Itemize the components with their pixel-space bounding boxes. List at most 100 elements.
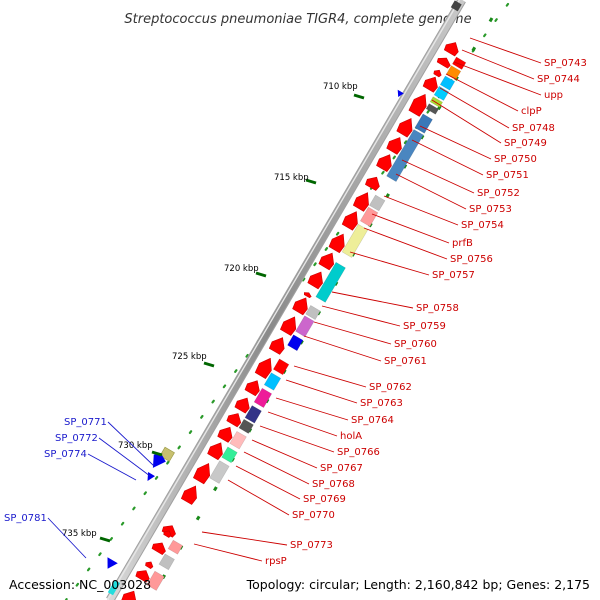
tick-label-710: 710 kbp bbox=[323, 82, 358, 92]
genome-backbone bbox=[106, 0, 466, 600]
forward-gene-arrow bbox=[365, 176, 380, 191]
forward-gene-arrow bbox=[443, 42, 459, 57]
gene-label-right: SP_0760 bbox=[394, 339, 437, 350]
gene-label-right: SP_0769 bbox=[303, 494, 346, 505]
forward-gene-arrow bbox=[433, 69, 442, 78]
gene-label-leader bbox=[453, 61, 542, 96]
gene-label-left: SP_0781 bbox=[4, 513, 47, 524]
gene-label-right: SP_0773 bbox=[290, 540, 333, 551]
genome-summary-text: Topology: circular; Length: 2,160,842 bp… bbox=[246, 577, 590, 592]
feature-gene-block bbox=[451, 56, 467, 70]
gene-label-leader bbox=[267, 411, 338, 437]
feature-strand-genes bbox=[146, 56, 467, 591]
gene-label-leader bbox=[201, 531, 288, 546]
tick-mark bbox=[305, 178, 317, 185]
tick-mark bbox=[353, 93, 365, 100]
gene-label-right: SP_0754 bbox=[461, 220, 504, 231]
gene-label-leader bbox=[419, 125, 492, 160]
gene-label-leader bbox=[303, 335, 382, 362]
forward-gene-arrow bbox=[193, 463, 211, 485]
forward-gene-arrow bbox=[422, 76, 438, 93]
gene-label-right: SP_0763 bbox=[360, 398, 403, 409]
feature-gene-block bbox=[229, 430, 247, 450]
forward-gene-arrow bbox=[318, 252, 335, 271]
gene-label-leader bbox=[251, 439, 318, 469]
gene-label-leader bbox=[321, 305, 401, 327]
forward-gene-arrow bbox=[244, 380, 260, 397]
forward-gene-arrow bbox=[180, 485, 197, 505]
forward-gene-arrow bbox=[226, 413, 242, 428]
forward-strand-genes bbox=[121, 42, 459, 600]
gene-label-leader bbox=[235, 465, 301, 500]
gene-label-leader bbox=[331, 291, 414, 309]
gene-label-right: SP_0764 bbox=[351, 415, 394, 426]
tick-label-725: 725 kbp bbox=[172, 352, 207, 362]
feature-gene-block bbox=[359, 206, 379, 227]
feature-gene-block bbox=[341, 223, 369, 258]
feature-gene-block bbox=[305, 304, 321, 321]
gene-label-left: SP_0774 bbox=[44, 449, 87, 460]
forward-gene-arrow bbox=[396, 118, 413, 138]
tick-mark bbox=[99, 536, 111, 543]
gene-label-right: SP_0757 bbox=[432, 270, 475, 281]
gene-label-right: SP_0768 bbox=[312, 479, 355, 490]
forward-gene-arrow bbox=[135, 570, 150, 583]
feature-gene-block bbox=[158, 553, 175, 571]
gene-label-right: SP_0749 bbox=[504, 138, 547, 149]
feature-gene-block bbox=[439, 75, 456, 91]
tick-mark bbox=[151, 450, 163, 457]
feature-gene-block bbox=[386, 129, 424, 183]
forward-gene-arrow bbox=[217, 426, 233, 443]
gene-label-right: SP_0743 bbox=[544, 58, 587, 69]
gene-label-leader bbox=[395, 173, 467, 210]
feature-gene-block bbox=[146, 570, 165, 591]
gene-label-left: SP_0771 bbox=[64, 417, 107, 428]
gene-label-leader bbox=[445, 73, 519, 112]
tick-label-715: 715 kbp bbox=[274, 173, 309, 183]
gene-label-right: SP_0758 bbox=[416, 303, 459, 314]
feature-gene-block bbox=[244, 405, 262, 424]
gene-label-leader bbox=[313, 321, 392, 345]
forward-gene-arrow bbox=[341, 211, 358, 231]
gene-label-right: rpsP bbox=[265, 556, 287, 567]
gene-label-right: SP_0767 bbox=[320, 463, 363, 474]
tick-mark bbox=[255, 271, 267, 278]
forward-gene-arrow bbox=[254, 357, 272, 379]
feature-gene-block bbox=[425, 103, 440, 115]
gene-label-right: upp bbox=[544, 90, 563, 101]
accession-text: Accession: NC_003028 bbox=[9, 577, 152, 592]
gene-label-right: SP_0761 bbox=[384, 356, 427, 367]
feature-gene-block bbox=[315, 261, 346, 303]
feature-gene-block bbox=[272, 358, 290, 376]
tick-label-735: 735 kbp bbox=[62, 529, 97, 539]
gene-label-leader bbox=[371, 213, 450, 244]
forward-gene-arrow bbox=[408, 93, 427, 117]
gene-label-leader bbox=[259, 425, 335, 453]
forward-gene-arrow bbox=[268, 337, 285, 355]
forward-gene-arrow bbox=[207, 442, 223, 461]
gene-label-leader bbox=[461, 49, 535, 80]
forward-gene-arrow bbox=[121, 590, 137, 600]
gene-label-right: SP_0756 bbox=[450, 254, 493, 265]
feature-gene-block bbox=[287, 334, 304, 352]
reverse-gene-block bbox=[107, 580, 121, 596]
forward-gene-arrow bbox=[386, 137, 402, 155]
gene-label-right: SP_0770 bbox=[292, 510, 335, 521]
forward-gene-arrow bbox=[234, 397, 250, 414]
gene-label-leader bbox=[363, 227, 448, 260]
gene-label-right: SP_0750 bbox=[494, 154, 537, 165]
forward-gene-arrow bbox=[151, 542, 166, 555]
gene-label-leader bbox=[411, 139, 484, 176]
forward-gene-arrow bbox=[145, 561, 154, 569]
reverse-gene-arrow bbox=[147, 472, 155, 481]
tick-label-730: 730 kbp bbox=[118, 441, 153, 451]
gene-label-leader bbox=[401, 159, 475, 194]
gene-label-leader bbox=[227, 479, 290, 516]
tick-mark bbox=[203, 361, 215, 368]
forward-gene-arrow bbox=[280, 316, 297, 336]
forward-gene-arrow bbox=[303, 292, 312, 299]
gene-label-left: SP_0772 bbox=[55, 433, 98, 444]
gene-label-leader bbox=[47, 517, 87, 559]
